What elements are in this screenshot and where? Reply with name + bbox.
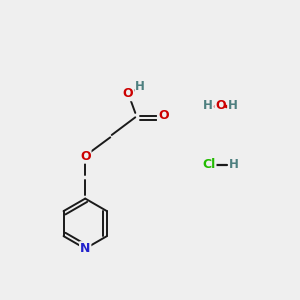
Text: H: H (229, 158, 239, 171)
Text: H: H (228, 99, 238, 112)
Text: O: O (80, 150, 91, 163)
Text: N: N (80, 242, 90, 255)
Text: O: O (158, 109, 169, 122)
Text: O: O (215, 99, 226, 112)
Text: O: O (123, 87, 133, 100)
Text: Cl: Cl (202, 158, 215, 171)
Text: H: H (135, 80, 145, 93)
Text: H: H (203, 99, 213, 112)
